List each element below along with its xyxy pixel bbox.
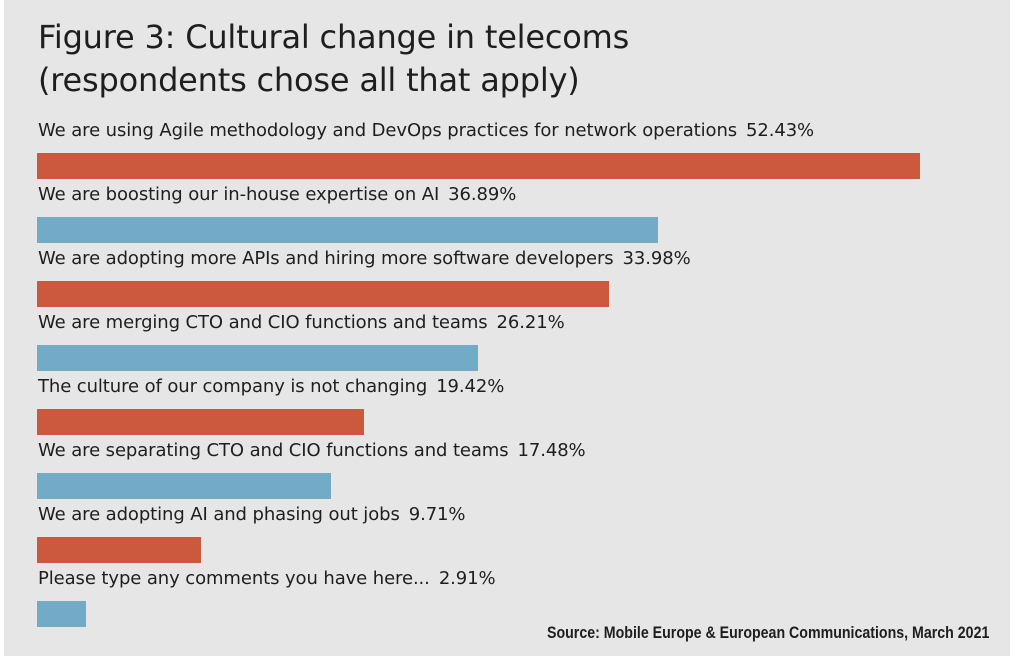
category-label: We are separating CTO and CIO functions … [38,440,509,461]
category-label: We are adopting AI and phasing out jobs [38,504,400,525]
category-label: We are boosting our in-house expertise o… [38,184,440,205]
value-label: 52.43% [746,120,815,141]
bar-label: We are adopting more APIs and hiring mor… [38,248,691,270]
bar [37,601,86,627]
value-label: 36.89% [448,184,517,205]
chart-title-line-1: Figure 3: Cultural change in telecoms [38,18,630,56]
bar [37,153,920,179]
category-label: Please type any comments you have here..… [38,568,430,589]
value-label: 9.71% [408,504,466,525]
bar-label: We are separating CTO and CIO functions … [38,440,586,462]
bar [37,345,478,371]
value-label: 2.91% [438,568,496,589]
bar [37,281,609,307]
chart-title: Figure 3: Cultural change in telecoms (r… [38,16,629,102]
bar [37,409,364,435]
bar-label: We are merging CTO and CIO functions and… [38,312,565,334]
category-label: We are merging CTO and CIO functions and… [38,312,488,333]
category-label: We are adopting more APIs and hiring mor… [38,248,614,269]
source-note: Source: Mobile Europe & European Communi… [546,624,989,642]
bar-label: Please type any comments you have here..… [38,568,496,590]
bar-label: We are boosting our in-house expertise o… [38,184,516,206]
category-label: We are using Agile methodology and DevOp… [38,120,738,141]
value-label: 33.98% [622,248,691,269]
chart-title-line-2: (respondents chose all that apply) [38,61,580,99]
value-label: 26.21% [496,312,565,333]
bar-label: We are adopting AI and phasing out jobs 9… [38,504,466,526]
category-label: The culture of our company is not changi… [38,376,428,397]
bar [37,217,658,243]
bar-label: We are using Agile methodology and DevOp… [38,120,814,142]
value-label: 17.48% [517,440,586,461]
bar-label: The culture of our company is not changi… [38,376,504,398]
value-label: 19.42% [436,376,505,397]
bar [37,473,331,499]
bar [37,537,201,563]
